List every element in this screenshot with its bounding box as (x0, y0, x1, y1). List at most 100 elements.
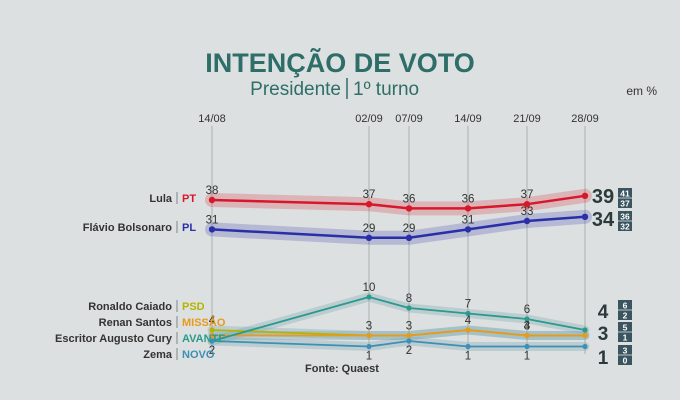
point-zema (406, 338, 412, 344)
point-renan (209, 332, 215, 339)
data-label-zema: 1 (366, 351, 372, 363)
data-label-cury: 10 (363, 282, 376, 294)
range-low-lula: 37 (620, 199, 630, 209)
line-zema (211, 340, 585, 348)
x-tick-label: 28/09 (571, 113, 599, 125)
data-label-renan: 3 (524, 321, 530, 333)
series-points (208, 192, 589, 350)
data-label-renan: 4 (465, 315, 472, 327)
data-label-cury: 7 (465, 299, 471, 311)
source-label: Fonte: Quaest (305, 363, 379, 375)
legend-name-renan: Renan Santos (99, 317, 172, 329)
point-lula (581, 192, 589, 199)
point-flavio (581, 213, 589, 220)
series-lines (211, 194, 586, 348)
point-flavio (365, 234, 373, 241)
data-label-flavio: 33 (521, 206, 534, 218)
data-label-cury: 8 (406, 293, 412, 305)
point-zema (582, 343, 588, 350)
point-lula (523, 201, 531, 208)
point-zema (465, 343, 471, 350)
data-label-renan: 3 (366, 321, 372, 333)
data-label-zema: 1 (465, 351, 471, 363)
final-value-lula: 39 (592, 186, 614, 208)
data-label-zema: 2 (406, 345, 412, 357)
point-renan (366, 332, 372, 339)
legend-name-lula: Lula (149, 193, 172, 205)
legend-party-renan: MISSÃO (182, 316, 226, 329)
point-renan (406, 332, 412, 339)
final-value-caiado: 4 (598, 302, 609, 323)
legend-name-caiado: Ronaldo Caiado (88, 301, 172, 313)
candidate-legend: Lula PT Flávio Bolsonaro PL Ronaldo Caiado PS… (55, 192, 226, 361)
point-flavio (405, 234, 413, 241)
point-renan (582, 332, 588, 339)
point-lula (464, 205, 472, 212)
point-cury (524, 316, 530, 322)
point-cury (406, 305, 412, 311)
x-tick-label: 02/09 (355, 113, 383, 125)
chart-subtitle-right: 1º turno (353, 79, 419, 100)
x-tick-label: 14/09 (454, 113, 482, 125)
point-zema (209, 338, 215, 344)
point-zema (524, 343, 530, 350)
range-low-flavio: 32 (620, 222, 630, 232)
data-label-zema: 2 (209, 345, 215, 357)
data-label-flavio: 29 (363, 223, 376, 235)
legend-name-zema: Zema (143, 349, 173, 361)
legend-party-flavio: PL (182, 222, 196, 234)
data-label-flavio: 29 (403, 223, 416, 235)
chart-title: INTENÇÃO DE VOTO (205, 47, 475, 78)
final-value-flavio: 34 (592, 209, 615, 231)
data-label-flavio: 31 (206, 214, 219, 226)
range-high-caiado: 6 (623, 301, 628, 311)
point-flavio (523, 217, 531, 225)
legend-party-zema: NOVO (182, 349, 215, 361)
data-label-caiado: 4 (209, 315, 216, 327)
point-cury (366, 294, 372, 300)
point-lula (405, 205, 413, 212)
line-lula (211, 194, 586, 210)
data-label-zema: 1 (524, 351, 530, 363)
point-flavio (464, 226, 472, 233)
range-high-flavio: 36 (620, 212, 630, 222)
final-value-zema: 1 (598, 348, 609, 369)
legend-party-lula: PT (182, 193, 196, 205)
data-label-caiado: 3 (406, 321, 412, 333)
date-gridlines: 14/08 02/09 07/09 14/09 21/09 28/09 (198, 113, 599, 354)
data-label-flavio: 31 (462, 214, 475, 226)
point-cury (465, 310, 471, 317)
x-tick-label: 21/09 (513, 113, 541, 125)
legend-party-caiado: PSD (182, 301, 205, 313)
chart-subtitle-left: Presidente (250, 79, 341, 100)
range-low-caiado: 2 (623, 311, 628, 321)
x-tick-label: 14/08 (198, 113, 226, 125)
point-cury (582, 327, 588, 333)
range-high-lula: 41 (620, 189, 630, 199)
data-label-lula: 37 (363, 189, 376, 201)
data-label-lula: 36 (403, 193, 416, 205)
x-tick-label: 07/09 (395, 113, 423, 125)
final-value-cury: 3 (598, 324, 609, 345)
legend-name-flavio: Flávio Bolsonaro (83, 222, 173, 234)
point-caiado (209, 327, 215, 333)
range-low-zema: 0 (623, 356, 628, 366)
legend-party-cury: AVANTE (182, 333, 226, 345)
line-renan (212, 329, 585, 337)
point-renan (524, 332, 530, 339)
range-high-renan: 5 (623, 323, 628, 333)
unit-label: em % (626, 84, 657, 98)
line-flavio (211, 215, 586, 240)
point-lula (208, 196, 216, 204)
data-label-caiado: 4 (524, 321, 531, 333)
point-flavio (208, 226, 216, 233)
point-zema (366, 343, 372, 350)
data-label-lula: 36 (462, 193, 475, 205)
data-label-cury: 6 (524, 304, 530, 316)
range-low-renan: 1 (623, 333, 628, 343)
data-label-lula: 38 (206, 185, 219, 197)
